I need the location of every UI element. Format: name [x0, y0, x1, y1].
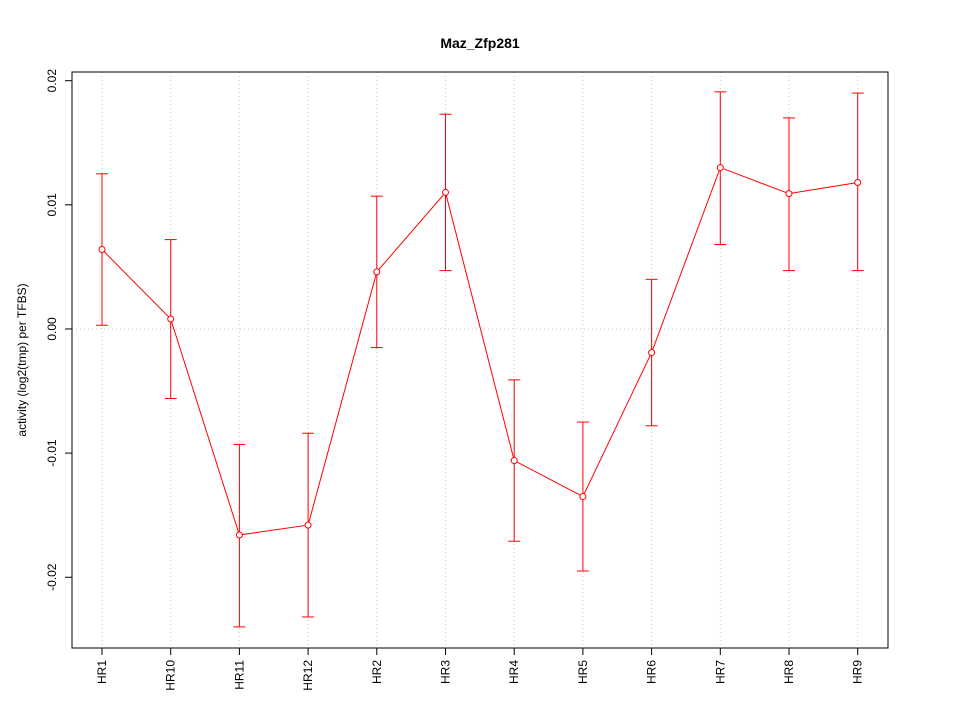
x-tick-label: HR1 — [95, 660, 109, 684]
data-point — [235, 531, 243, 539]
x-tick-label: HR12 — [301, 660, 315, 691]
data-point — [854, 178, 862, 186]
x-tick-label: HR11 — [232, 660, 246, 690]
x-tick-label: HR9 — [851, 660, 865, 684]
x-tick-label: HR3 — [439, 660, 453, 684]
data-point — [510, 457, 518, 465]
data-point — [98, 246, 106, 254]
y-tick-label: 0.00 — [45, 317, 59, 341]
data-point — [167, 315, 175, 323]
data-point — [442, 188, 449, 196]
x-tick-label: HR2 — [370, 660, 384, 684]
x-tick-label: HR8 — [782, 660, 796, 684]
data-series — [96, 91, 864, 628]
series-line — [101, 166, 858, 536]
grid — [72, 72, 888, 648]
y-tick-label: -0.02 — [45, 563, 59, 591]
data-point — [648, 349, 656, 357]
y-tick-label: 0.02 — [45, 69, 59, 93]
x-tick-label: HR4 — [507, 660, 521, 684]
plot-box — [71, 71, 889, 649]
x-tick-label: HR7 — [713, 660, 727, 684]
data-point — [373, 268, 381, 276]
x-tick-label: HR10 — [164, 660, 178, 691]
x-tick-label: HR6 — [645, 660, 659, 684]
data-point — [716, 164, 724, 172]
data-point — [579, 493, 587, 501]
y-tick-label: 0.01 — [45, 193, 59, 217]
y-tick-label: -0.01 — [45, 439, 59, 467]
y-axis-label: activity (log2(tmp) per TFBS) — [15, 283, 29, 436]
data-point — [785, 190, 793, 198]
chart-title: Maz_Zfp281 — [440, 35, 520, 51]
axes: -0.02 -0.01 0.00 0.01 0.02 HR1 HR10 HR11 HR12 HR2… — [45, 69, 865, 691]
data-point — [304, 521, 312, 529]
x-tick-label: HR5 — [576, 660, 590, 684]
